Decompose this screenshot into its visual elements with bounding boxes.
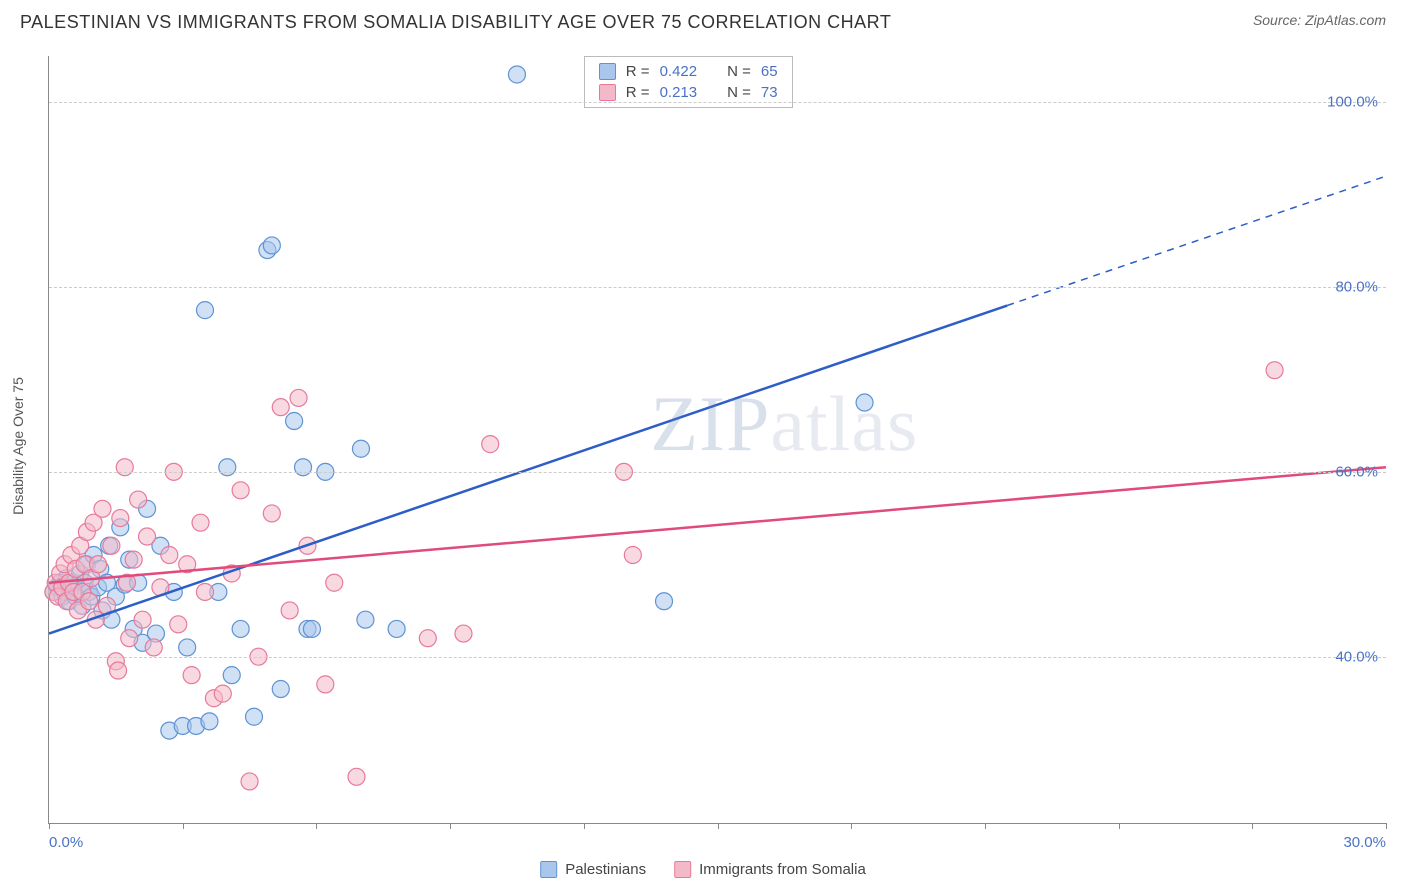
data-point <box>241 773 258 790</box>
data-point <box>357 611 374 628</box>
data-point <box>223 667 240 684</box>
data-point <box>110 662 127 679</box>
data-point <box>388 620 405 637</box>
data-point <box>103 537 120 554</box>
data-point <box>295 459 312 476</box>
data-point <box>112 510 129 527</box>
scatter-svg <box>49 56 1386 823</box>
stat-r-value: 0.422 <box>660 63 698 80</box>
data-point <box>139 528 156 545</box>
data-point <box>161 547 178 564</box>
x-tick <box>584 823 585 829</box>
x-tick <box>985 823 986 829</box>
data-point <box>90 556 107 573</box>
data-point <box>94 500 111 517</box>
data-point <box>219 459 236 476</box>
stat-n-label: N = <box>727 63 751 80</box>
x-tick <box>1252 823 1253 829</box>
data-point <box>286 413 303 430</box>
data-point <box>624 547 641 564</box>
data-point <box>348 768 365 785</box>
data-point <box>263 505 280 522</box>
gridline <box>49 287 1386 288</box>
stat-n-value: 73 <box>761 84 778 101</box>
data-point <box>170 616 187 633</box>
gridline <box>49 657 1386 658</box>
legend-swatch <box>599 63 616 80</box>
data-point <box>281 602 298 619</box>
stat-r-label: R = <box>626 63 650 80</box>
chart-plot-area: ZIPatlas R =0.422N =65R =0.213N =73 40.0… <box>48 56 1386 824</box>
x-tick <box>49 823 50 829</box>
data-point <box>183 667 200 684</box>
data-point <box>201 713 218 730</box>
x-tick-label: 30.0% <box>1343 834 1386 851</box>
data-point <box>455 625 472 642</box>
data-point <box>125 551 142 568</box>
data-point <box>192 514 209 531</box>
stat-r-value: 0.213 <box>660 84 698 101</box>
chart-title: PALESTINIAN VS IMMIGRANTS FROM SOMALIA D… <box>20 12 891 33</box>
data-point <box>232 482 249 499</box>
data-point <box>121 630 138 647</box>
y-tick-label: 100.0% <box>1327 94 1378 111</box>
legend-swatch <box>674 861 691 878</box>
legend-label: Immigrants from Somalia <box>699 861 866 878</box>
data-point <box>116 459 133 476</box>
legend-item: Immigrants from Somalia <box>674 861 866 878</box>
data-point <box>196 583 213 600</box>
y-axis-title: Disability Age Over 75 <box>10 377 26 515</box>
source-label: Source: ZipAtlas.com <box>1253 12 1386 28</box>
x-tick <box>316 823 317 829</box>
data-point <box>196 302 213 319</box>
stat-n-label: N = <box>727 84 751 101</box>
data-point <box>1266 362 1283 379</box>
stats-legend-box: R = 0.422 N = 65 R = 0.213 N = 73 <box>584 56 793 108</box>
x-tick <box>718 823 719 829</box>
data-point <box>419 630 436 647</box>
data-point <box>145 639 162 656</box>
bottom-legend: Palestinians Immigrants from Somalia <box>540 861 866 878</box>
data-point <box>317 676 334 693</box>
data-point <box>272 399 289 416</box>
legend-swatch <box>599 84 616 101</box>
x-tick <box>1386 823 1387 829</box>
legend-item: Palestinians <box>540 861 646 878</box>
data-point <box>263 237 280 254</box>
x-tick-label: 0.0% <box>49 834 83 851</box>
gridline <box>49 472 1386 473</box>
x-tick <box>183 823 184 829</box>
x-tick <box>851 823 852 829</box>
data-point <box>303 620 320 637</box>
data-point <box>290 389 307 406</box>
legend-swatch <box>540 861 557 878</box>
data-point <box>482 436 499 453</box>
y-tick-label: 40.0% <box>1335 648 1378 665</box>
legend-label: Palestinians <box>565 861 646 878</box>
stat-r-label: R = <box>626 84 650 101</box>
data-point <box>81 593 98 610</box>
data-point <box>130 491 147 508</box>
regression-line <box>49 306 1007 634</box>
stat-n-value: 65 <box>761 63 778 80</box>
data-point <box>134 611 151 628</box>
data-point <box>272 681 289 698</box>
stats-legend-row: R = 0.213 N = 73 <box>599 82 778 103</box>
x-tick <box>1119 823 1120 829</box>
x-tick <box>450 823 451 829</box>
stats-legend-row: R = 0.422 N = 65 <box>599 61 778 82</box>
data-point <box>326 574 343 591</box>
y-tick-label: 80.0% <box>1335 279 1378 296</box>
data-point <box>856 394 873 411</box>
data-point <box>246 708 263 725</box>
data-point <box>179 639 196 656</box>
data-point <box>656 593 673 610</box>
data-point <box>352 440 369 457</box>
data-point <box>232 620 249 637</box>
regression-line <box>49 467 1386 583</box>
data-point <box>508 66 525 83</box>
gridline <box>49 102 1386 103</box>
data-point <box>214 685 231 702</box>
y-tick-label: 60.0% <box>1335 463 1378 480</box>
